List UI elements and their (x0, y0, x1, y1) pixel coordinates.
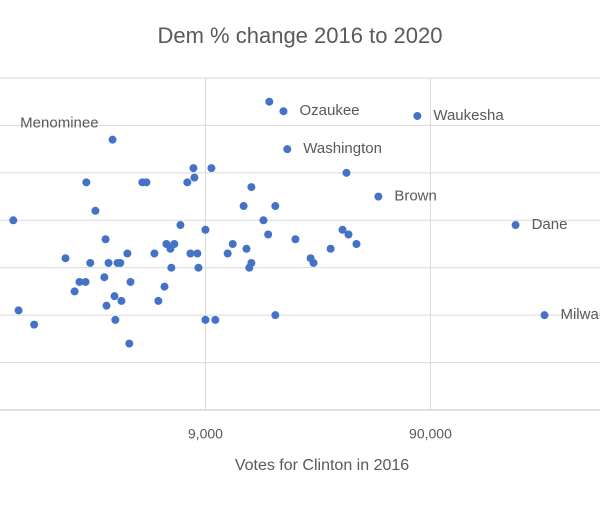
point (91, 206, 100, 215)
point (113, 258, 122, 267)
point (279, 107, 288, 116)
point (309, 258, 318, 267)
point (265, 97, 274, 106)
point-label: Washington (303, 140, 382, 157)
x-axis-title: Votes for Clinton in 2016 (235, 457, 409, 474)
point (259, 216, 268, 225)
point (125, 339, 134, 348)
point (160, 282, 169, 291)
point (242, 244, 251, 253)
point (211, 315, 220, 324)
point (228, 240, 237, 248)
point (271, 202, 280, 211)
point (86, 258, 95, 267)
point (193, 249, 202, 258)
point (190, 173, 199, 182)
point (223, 249, 232, 258)
point (100, 273, 109, 282)
point (30, 320, 39, 329)
point (194, 263, 203, 272)
point (245, 263, 254, 272)
point (108, 135, 117, 144)
point (104, 258, 113, 267)
point (511, 221, 520, 230)
point (207, 164, 216, 173)
point (81, 277, 90, 286)
point (82, 178, 91, 187)
point (123, 249, 132, 258)
point-label: Milwaukee (560, 306, 600, 323)
point-label: Ozaukee (299, 102, 359, 119)
point (75, 277, 84, 286)
point (374, 192, 383, 201)
point (189, 164, 198, 173)
point-label: Brown (394, 188, 437, 205)
point (283, 145, 292, 154)
point (176, 221, 185, 230)
point (344, 230, 353, 239)
point (9, 216, 18, 225)
point (201, 225, 210, 234)
point (239, 202, 248, 211)
point (247, 183, 256, 192)
point (167, 263, 176, 272)
point-label: Menominee (20, 115, 98, 132)
point (14, 306, 23, 315)
point (201, 315, 210, 324)
point (154, 296, 163, 305)
point (326, 244, 335, 253)
point (61, 254, 70, 263)
point (126, 277, 135, 286)
point (117, 296, 126, 305)
point (291, 235, 300, 244)
point (183, 178, 192, 187)
point (138, 178, 147, 187)
point (186, 249, 195, 258)
point (111, 315, 120, 324)
point (264, 230, 273, 239)
chart-title: Dem % change 2016 to 2020 (158, 23, 443, 48)
point (110, 292, 119, 301)
point (101, 235, 110, 244)
point (342, 168, 351, 177)
point (166, 244, 175, 253)
point-label: Dane (532, 216, 568, 233)
point (271, 311, 280, 320)
point-label: Waukesha (433, 107, 504, 124)
point (338, 225, 347, 234)
x-tick-label: 90,000 (409, 426, 452, 442)
point (352, 240, 361, 248)
point (70, 287, 79, 296)
x-tick-label: 9,000 (188, 426, 223, 442)
point (413, 111, 422, 120)
point (102, 301, 111, 310)
point (540, 311, 549, 320)
point (150, 249, 159, 258)
